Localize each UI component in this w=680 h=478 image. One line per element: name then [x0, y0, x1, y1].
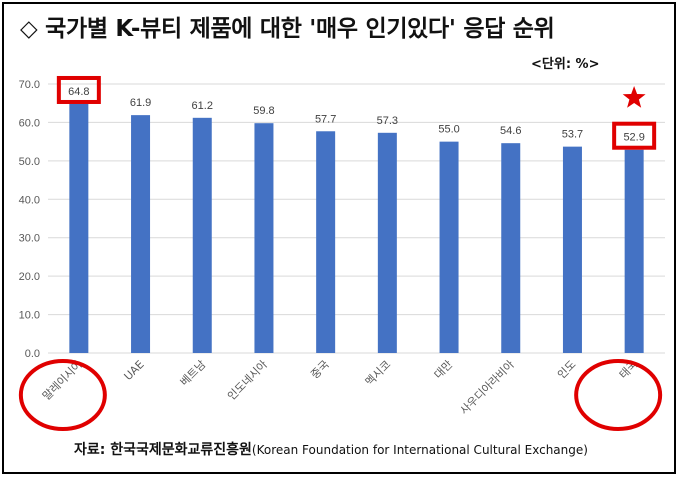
bar: [501, 143, 521, 353]
category-label: 사우디아라비아: [458, 358, 517, 417]
highlight-box: [56, 75, 101, 104]
source-note: 자료: 한국국제문화교류진흥원(Korean Foundation for In…: [74, 439, 588, 459]
bar: [316, 131, 336, 353]
data-label: 61.9: [130, 97, 151, 109]
bar: [254, 123, 274, 353]
highlight-box: [612, 121, 657, 150]
y-tick-label: 20.0: [19, 271, 40, 283]
category-label: 대만: [432, 358, 456, 382]
data-label: 59.8: [253, 105, 274, 117]
data-label: 54.6: [500, 125, 521, 137]
highlight-circle: [574, 359, 663, 431]
category-label: 인도네시아: [225, 358, 270, 403]
y-tick-label: 40.0: [19, 194, 40, 206]
star-icon: [622, 86, 646, 108]
category-label: UAE: [122, 358, 147, 383]
y-tick-label: 30.0: [19, 233, 40, 245]
bar: [439, 141, 459, 353]
data-label: 64.8: [68, 86, 89, 98]
y-tick-label: 0.0: [25, 348, 40, 360]
highlight-circle: [18, 359, 107, 431]
bar: [377, 132, 397, 353]
source-label: 자료: 한국국제문화교류진흥원: [74, 442, 252, 458]
bar: [624, 149, 644, 353]
bar: [131, 115, 151, 354]
data-label: 55.0: [438, 124, 459, 136]
data-label: 52.9: [623, 132, 644, 144]
y-tick-label: 60.0: [19, 117, 40, 129]
category-label: 베트남: [178, 358, 209, 389]
bar: [192, 117, 212, 354]
unit-label: <단위: %>: [531, 57, 600, 72]
chart-title: ◇ 국가별 K-뷰티 제품에 대한 '매우 인기있다' 응답 순위: [20, 16, 555, 42]
category-label: 멕시코: [363, 358, 394, 389]
data-label: 53.7: [562, 129, 583, 141]
category-label: 인도: [555, 358, 579, 382]
data-label: 57.3: [377, 115, 398, 127]
bar: [562, 146, 582, 353]
y-tick-label: 10.0: [19, 310, 40, 322]
category-label: 중국: [308, 358, 332, 382]
bar: [69, 103, 89, 354]
source-english: (Korean Foundation for International Cul…: [251, 443, 588, 457]
y-tick-label: 50.0: [19, 156, 40, 168]
y-tick-label: 70.0: [19, 79, 40, 91]
data-label: 57.7: [315, 113, 336, 125]
data-label: 61.2: [192, 100, 213, 112]
